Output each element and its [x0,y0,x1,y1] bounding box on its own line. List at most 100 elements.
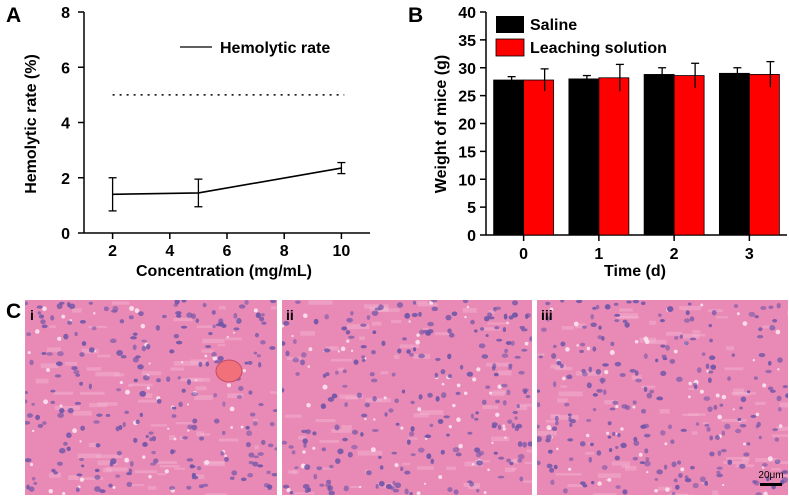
x-tick-label: 2 [108,243,117,260]
vacuole [415,339,420,345]
cell-nucleus [521,328,528,332]
cell-nucleus [516,403,520,409]
cell-nucleus [689,316,695,322]
vacuole [291,334,294,338]
cell-nucleus [716,473,723,478]
cytoplasm-streak [593,493,617,495]
cell-nucleus [640,301,646,306]
vacuole [61,314,66,319]
cell-nucleus [754,315,759,319]
cell-nucleus [666,306,674,312]
cell-nucleus [537,436,542,443]
cell-nucleus [341,326,348,331]
cell-nucleus [517,453,525,460]
cell-nucleus [418,394,423,400]
cytoplasm-streak [712,490,719,495]
cell-nucleus [455,452,462,457]
cell-nucleus [202,483,209,487]
cell-nucleus [378,455,382,459]
cytoplasm-streak [49,325,57,328]
cell-nucleus [238,304,246,309]
scale-bar [760,483,782,486]
y-tick-label: 5 [467,200,476,217]
cell-nucleus [658,313,662,317]
cell-nucleus [155,325,161,331]
cell-nucleus [289,490,294,495]
cell-nucleus [525,394,531,399]
cell-nucleus [506,389,511,396]
cell-nucleus [755,492,762,495]
cell-nucleus [191,472,196,478]
cytoplasm-streak [517,403,532,407]
cytoplasm-streak [291,470,297,474]
cell-nucleus [378,480,385,487]
y-axis-label: Hemolytic rate (%) [23,54,40,194]
vacuole [495,412,500,417]
cell-nucleus [497,424,502,430]
cell-nucleus [269,421,275,427]
cell-nucleus [29,359,34,366]
vacuole [29,462,34,467]
cell-nucleus [507,419,513,424]
bar-saline-2 [643,74,675,236]
cell-nucleus [767,360,772,366]
vacuole [644,339,650,345]
cell-nucleus [320,403,326,409]
cell-nucleus [304,464,311,471]
vacuole [312,446,316,450]
cytoplasm-streak [492,390,509,394]
cell-nucleus [511,422,515,429]
cell-nucleus [776,395,782,402]
cytoplasm-streak [659,409,670,414]
cytoplasm-streak [219,438,239,442]
cell-nucleus [133,378,138,383]
cell-nucleus [487,312,493,318]
vacuole [364,417,367,421]
cell-nucleus [356,392,363,399]
vacuole [472,377,477,382]
cell-nucleus [142,442,148,448]
cell-nucleus [592,306,597,310]
vacuole [187,429,190,432]
cell-nucleus [50,315,55,321]
cell-nucleus [462,300,469,304]
cell-nucleus [614,455,620,461]
vacuole [761,466,765,469]
cytoplasm-streak [331,346,339,351]
cell-nucleus [360,413,368,418]
cell-nucleus [25,391,28,394]
cell-nucleus [248,460,254,465]
cytoplasm-streak [524,461,532,465]
vacuole [688,381,692,386]
vacuole [306,402,311,408]
cell-nucleus [248,390,253,395]
cell-nucleus [645,457,650,462]
cell-nucleus [592,393,598,397]
cell-nucleus [582,325,587,329]
cell-nucleus [214,360,220,364]
cell-nucleus [671,461,677,468]
cell-nucleus [263,482,270,488]
vacuole [112,486,116,489]
cell-nucleus [171,414,177,418]
vacuole [57,336,62,341]
cell-nucleus [514,425,520,432]
cell-nucleus [508,315,514,320]
cell-nucleus [633,440,640,446]
vacuole [466,305,470,309]
cytoplasm-streak [666,331,683,336]
cell-nucleus [162,314,167,319]
cell-nucleus [466,371,474,377]
vacuole [240,425,244,429]
cell-nucleus [260,340,266,345]
cell-nucleus [334,424,340,431]
cell-nucleus [180,325,188,329]
cell-nucleus [378,304,384,311]
cell-nucleus [511,312,519,318]
cell-nucleus [353,359,359,365]
cytoplasm-streak [419,410,444,415]
cell-nucleus [41,324,48,329]
cell-nucleus [660,370,667,377]
cell-nucleus [601,336,605,341]
cell-nucleus [211,310,216,315]
